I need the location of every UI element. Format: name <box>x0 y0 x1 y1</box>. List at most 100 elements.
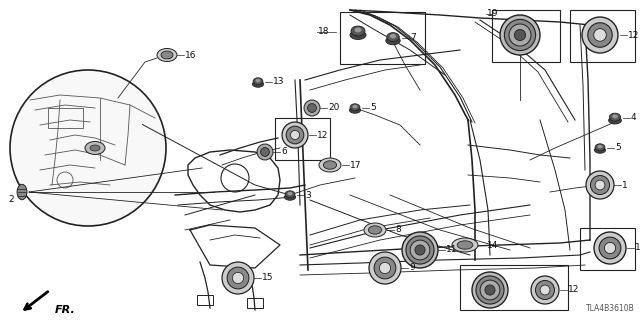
Bar <box>460 265 568 310</box>
Text: 5: 5 <box>370 103 376 113</box>
Ellipse shape <box>609 113 621 121</box>
Circle shape <box>540 285 550 295</box>
Circle shape <box>286 126 304 144</box>
Text: 20: 20 <box>328 103 339 113</box>
Text: TLA4B3610B: TLA4B3610B <box>586 304 635 313</box>
Ellipse shape <box>323 161 337 169</box>
Ellipse shape <box>364 223 386 237</box>
Text: 15: 15 <box>262 274 273 283</box>
Circle shape <box>591 175 609 195</box>
Ellipse shape <box>349 107 360 113</box>
Circle shape <box>476 276 504 304</box>
Bar <box>340 12 425 64</box>
Text: 2: 2 <box>8 196 13 204</box>
Text: 17: 17 <box>350 161 362 170</box>
Text: 14: 14 <box>487 241 499 250</box>
Circle shape <box>500 15 540 55</box>
Ellipse shape <box>252 81 264 87</box>
Circle shape <box>536 280 554 300</box>
Circle shape <box>406 236 434 264</box>
Text: 19: 19 <box>487 10 499 19</box>
Circle shape <box>304 100 320 116</box>
Text: 16: 16 <box>185 51 196 60</box>
Circle shape <box>410 240 430 260</box>
Circle shape <box>257 144 273 160</box>
Ellipse shape <box>595 147 605 153</box>
Bar <box>570 10 635 62</box>
Text: 12: 12 <box>317 131 328 140</box>
Text: 4: 4 <box>631 114 637 123</box>
Bar <box>275 118 330 160</box>
Text: 10: 10 <box>635 244 640 252</box>
Text: 11: 11 <box>446 245 458 254</box>
Circle shape <box>588 23 612 47</box>
Ellipse shape <box>284 194 296 200</box>
Ellipse shape <box>161 51 173 59</box>
Text: 6: 6 <box>281 148 287 156</box>
Circle shape <box>260 148 269 156</box>
Bar <box>48 108 83 128</box>
Circle shape <box>586 171 614 199</box>
Ellipse shape <box>369 226 381 234</box>
Ellipse shape <box>595 144 605 151</box>
Text: 7: 7 <box>410 34 416 43</box>
Text: FR.: FR. <box>55 305 76 315</box>
Circle shape <box>374 257 396 279</box>
Text: 5: 5 <box>615 143 621 153</box>
Ellipse shape <box>457 241 473 249</box>
Circle shape <box>10 70 166 226</box>
Circle shape <box>369 252 401 284</box>
Bar <box>492 10 560 62</box>
Ellipse shape <box>353 105 358 108</box>
Circle shape <box>582 17 618 53</box>
Circle shape <box>480 280 500 300</box>
Ellipse shape <box>612 114 618 118</box>
Text: 1: 1 <box>622 180 628 189</box>
Text: 18: 18 <box>318 28 330 36</box>
Text: 13: 13 <box>273 77 285 86</box>
Ellipse shape <box>390 34 396 38</box>
Circle shape <box>291 131 300 140</box>
Ellipse shape <box>255 79 260 82</box>
Circle shape <box>380 262 390 274</box>
Ellipse shape <box>609 117 621 124</box>
Circle shape <box>599 237 621 259</box>
Ellipse shape <box>386 37 400 45</box>
Circle shape <box>415 245 425 255</box>
Ellipse shape <box>350 104 360 111</box>
Bar <box>247 298 263 308</box>
Circle shape <box>222 262 254 294</box>
Bar <box>580 228 635 270</box>
Bar <box>197 295 213 305</box>
Circle shape <box>227 267 249 289</box>
Text: 12: 12 <box>568 285 579 294</box>
Ellipse shape <box>285 191 295 198</box>
Circle shape <box>531 276 559 304</box>
Circle shape <box>594 29 606 41</box>
Ellipse shape <box>355 28 362 33</box>
Ellipse shape <box>351 26 365 36</box>
Circle shape <box>282 122 308 148</box>
Circle shape <box>485 285 495 295</box>
Ellipse shape <box>287 192 292 195</box>
Ellipse shape <box>253 78 263 85</box>
Text: 3: 3 <box>305 190 311 199</box>
Ellipse shape <box>598 145 602 148</box>
Ellipse shape <box>85 141 105 155</box>
Text: 12: 12 <box>628 30 639 39</box>
Circle shape <box>509 24 531 46</box>
Ellipse shape <box>452 238 478 252</box>
Circle shape <box>604 243 616 253</box>
Circle shape <box>515 29 525 41</box>
Circle shape <box>595 180 605 190</box>
Circle shape <box>504 20 536 51</box>
Circle shape <box>232 272 244 284</box>
Circle shape <box>308 104 316 112</box>
Circle shape <box>594 232 626 264</box>
Ellipse shape <box>319 158 341 172</box>
Ellipse shape <box>157 49 177 61</box>
Ellipse shape <box>17 184 27 200</box>
Ellipse shape <box>350 30 366 39</box>
Ellipse shape <box>387 33 399 42</box>
Text: 8: 8 <box>395 226 401 235</box>
